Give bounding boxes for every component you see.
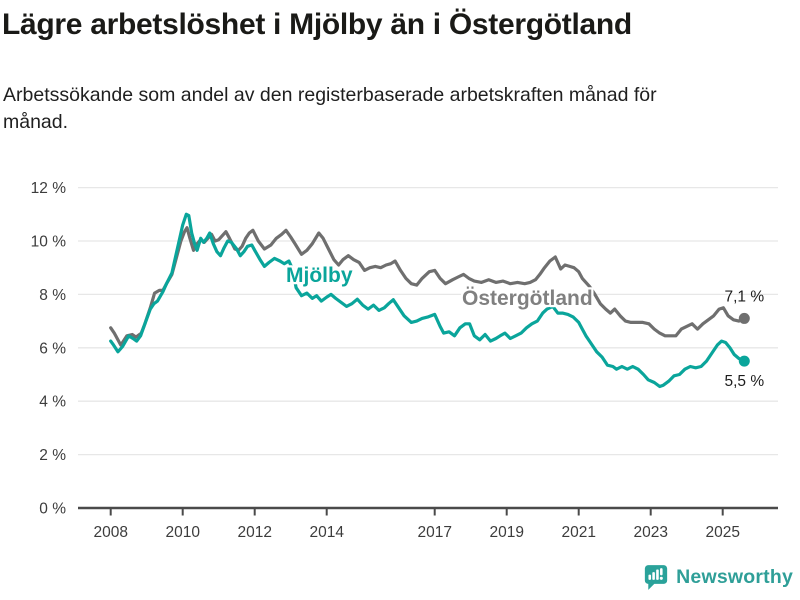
- x-tick-label: 2019: [489, 524, 523, 541]
- page-title: Lägre arbetslöshet i Mjölby än i Östergö…: [2, 8, 632, 41]
- end-value-label-mjölby: 5,5 %: [724, 373, 764, 390]
- x-tick-label: 2021: [561, 524, 595, 541]
- y-tick-label: 4 %: [39, 394, 66, 411]
- series-label-mjölby: Mjölby: [286, 264, 353, 287]
- y-tick-label: 8 %: [39, 287, 66, 304]
- series-line-mjölby: [109, 212, 746, 389]
- x-tick-label: 2025: [705, 524, 739, 541]
- x-tick-label: 2017: [417, 524, 451, 541]
- y-tick-label: 6 %: [39, 340, 66, 357]
- newsworthy-speech-bubble-bar-chart-icon: [644, 565, 668, 590]
- end-value-label-östergötland: 7,1 %: [724, 288, 764, 305]
- end-dot-östergötland: [738, 312, 750, 324]
- x-tick-label: 2012: [237, 524, 271, 541]
- x-tick-label: 2008: [93, 524, 127, 541]
- y-tick-label: 12 %: [31, 180, 67, 197]
- x-tick-label: 2010: [165, 524, 200, 541]
- y-tick-label: 2 %: [39, 447, 66, 464]
- brand-wordmark: Newsworthy: [676, 566, 793, 588]
- series-label-östergötland: Östergötland: [462, 287, 593, 310]
- x-tick-label: 2014: [309, 524, 344, 541]
- end-dot-mjölby: [738, 355, 750, 367]
- newsworthy-brand: Newsworthy: [644, 564, 793, 591]
- y-tick-label: 10 %: [31, 234, 67, 251]
- x-tick-label: 2023: [633, 524, 667, 541]
- series-line-östergötland: [109, 226, 746, 347]
- chart-subtitle: Arbetssökande som andel av den registerb…: [3, 84, 657, 133]
- y-tick-label: 0 %: [39, 501, 66, 518]
